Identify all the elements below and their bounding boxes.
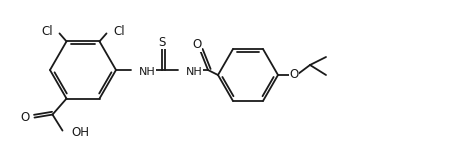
Text: NH: NH	[186, 67, 203, 77]
Text: O: O	[20, 111, 29, 124]
Text: O: O	[192, 38, 202, 51]
Text: S: S	[158, 35, 166, 49]
Text: O: O	[289, 68, 299, 81]
Text: OH: OH	[72, 126, 89, 139]
Text: Cl: Cl	[114, 25, 125, 38]
Text: Cl: Cl	[41, 25, 52, 38]
Text: NH: NH	[139, 67, 156, 77]
